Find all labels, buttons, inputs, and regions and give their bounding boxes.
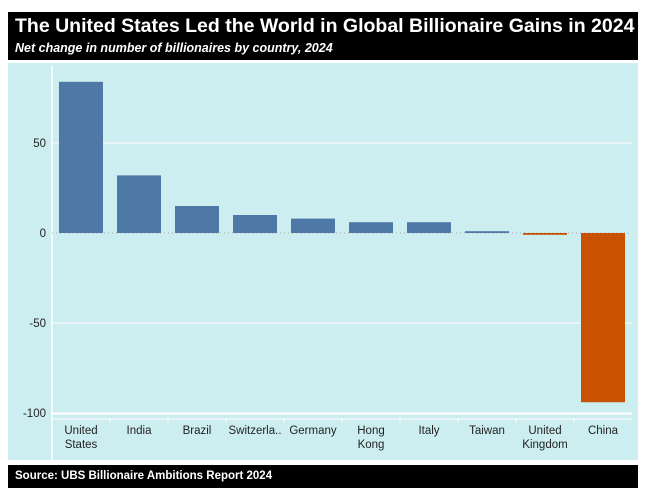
chart-subtitle: Net change in number of billionaires by … (15, 41, 333, 55)
x-tick-label: United (64, 425, 97, 437)
x-tick-label: Taiwan (469, 425, 505, 437)
bar (59, 81, 103, 233)
bar (291, 218, 335, 233)
x-tick-label: Hong (357, 425, 385, 437)
bar (523, 233, 567, 235)
source-banner: Source: UBS Billionaire Ambitions Report… (8, 465, 638, 488)
x-tick-label: India (127, 425, 153, 437)
y-tick-label: 50 (33, 138, 46, 150)
y-tick-label: 0 (40, 228, 46, 240)
bar (407, 222, 451, 233)
y-tick-label: -50 (29, 318, 46, 330)
bar (117, 175, 161, 233)
source-text: Source: UBS Billionaire Ambitions Report… (15, 470, 273, 482)
chart-panel (8, 63, 638, 460)
x-tick-label: Switzerla.. (228, 425, 281, 437)
x-tick-label: Brazil (183, 425, 212, 437)
x-tick-label: Germany (289, 425, 337, 437)
bar (581, 233, 625, 403)
x-tick-label: Kingdom (522, 439, 567, 451)
bar (465, 231, 509, 233)
x-tick-label: China (588, 425, 619, 437)
title-banner: The United States Led the World in Globa… (8, 12, 638, 60)
x-tick-label: States (65, 439, 98, 451)
x-tick-label: United (528, 425, 561, 437)
y-tick-label: -100 (23, 408, 46, 420)
bar (175, 206, 219, 233)
x-tick-label: Italy (418, 425, 439, 437)
chart-title: The United States Led the World in Globa… (15, 15, 635, 37)
x-tick-label: Kong (358, 439, 385, 451)
bar (349, 222, 393, 233)
bar (233, 215, 277, 233)
